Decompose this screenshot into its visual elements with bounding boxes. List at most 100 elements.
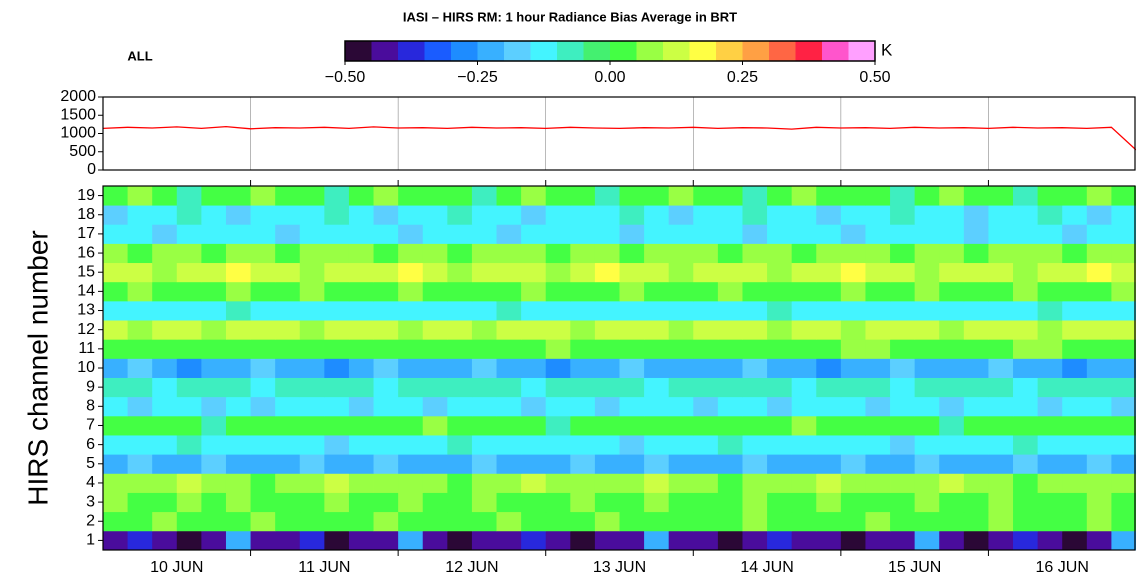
heatmap-cell (1062, 281, 1088, 302)
heatmap-cell (201, 262, 227, 283)
heatmap-cell (594, 377, 620, 398)
heatmap-cell (1086, 358, 1112, 378)
heatmap-cell (939, 320, 965, 340)
heatmap-cell (496, 435, 522, 455)
heatmap-cell (693, 205, 719, 225)
heatmap-cell (103, 300, 128, 321)
heatmap-cell (225, 415, 251, 436)
heatmap-cell (963, 320, 989, 340)
heatmap-cell (865, 262, 891, 283)
heatmap-cell (299, 396, 325, 417)
heatmap-cell (767, 473, 793, 493)
colorbar-box (504, 41, 531, 61)
heatmap-cell (1086, 454, 1112, 474)
y-tick-label: 1500 (60, 106, 96, 123)
heatmap-cell (865, 454, 891, 474)
heatmap-cell (225, 396, 251, 417)
heatmap-cell (201, 530, 227, 551)
heatmap-cell (275, 243, 301, 264)
heatmap-cell (963, 339, 989, 359)
heatmap-cell (963, 205, 989, 225)
heatmap-cell (496, 377, 522, 398)
heatmap-cell (865, 415, 891, 436)
heatmap-cell (570, 492, 596, 513)
heatmap-cell (791, 415, 817, 436)
heatmap-cell (693, 415, 719, 436)
heatmap-cell (152, 262, 178, 283)
heatmap-cell (988, 186, 1014, 206)
heatmap-cell (939, 281, 965, 302)
heatmap-cell (176, 339, 202, 359)
heatmap-cell (250, 243, 276, 264)
heatmap-cell (398, 530, 424, 551)
heatmap-cell (152, 511, 178, 532)
heatmap-cell (840, 435, 866, 455)
heatmap-cell (644, 186, 670, 206)
heatmap-cell (225, 358, 251, 378)
heatmap-cell (570, 435, 596, 455)
heatmap-cell (152, 339, 178, 359)
heatmap-cell (299, 224, 325, 244)
heatmap-cell (840, 396, 866, 417)
heatmap-cell (717, 358, 743, 378)
heatmap-cell (373, 435, 399, 455)
heatmap-cell (717, 205, 743, 225)
heatmap-cell (840, 415, 866, 436)
heatmap-cell (1111, 300, 1136, 321)
heatmap-cell (865, 205, 891, 225)
heatmap-cell (275, 281, 301, 302)
heatmap-cell (840, 186, 866, 206)
heatmap-cell (742, 205, 768, 225)
heatmap-cell (1062, 358, 1088, 378)
heatmap-cell (275, 435, 301, 455)
heatmap-cell (275, 358, 301, 378)
heatmap-cell (496, 415, 522, 436)
heatmap-cell (299, 358, 325, 378)
heatmap-cell (398, 415, 424, 436)
heatmap-cell (103, 415, 128, 436)
heatmap-cell (250, 300, 276, 321)
heatmap-cell (471, 435, 497, 455)
heatmap-cell (742, 262, 768, 283)
heatmap-cell (693, 186, 719, 206)
heatmap-cell (865, 358, 891, 378)
heatmap-cell (865, 339, 891, 359)
y-tick-label: 16 (77, 244, 95, 261)
heatmap-cell (914, 224, 940, 244)
heatmap-cell (1086, 435, 1112, 455)
heatmap-cell (939, 396, 965, 417)
heatmap-cell (1037, 281, 1063, 302)
heatmap-cell (644, 358, 670, 378)
heatmap-cell (717, 300, 743, 321)
heatmap-cell (1086, 473, 1112, 493)
heatmap-cell (373, 358, 399, 378)
heatmap-cell (373, 396, 399, 417)
heatmap-cell (127, 339, 153, 359)
heatmap-cell (496, 396, 522, 417)
heatmap-cell (717, 224, 743, 244)
heatmap-cell (1086, 415, 1112, 436)
heatmap-cell (791, 320, 817, 340)
colorbar-box (610, 41, 637, 61)
heatmap-cell (176, 320, 202, 340)
heatmap-cell (398, 262, 424, 283)
heatmap-cell (496, 473, 522, 493)
heatmap-cell (324, 473, 350, 493)
heatmap-cell (717, 435, 743, 455)
heatmap-cell (373, 377, 399, 398)
heatmap-cell (127, 205, 153, 225)
heatmap-cell (201, 186, 227, 206)
heatmap-cell (127, 224, 153, 244)
heatmap-cell (791, 492, 817, 513)
heatmap-cell (644, 415, 670, 436)
heatmap-cell (521, 243, 547, 264)
heatmap-cell (1062, 300, 1088, 321)
heatmap-cell (348, 243, 374, 264)
heatmap-cell (767, 358, 793, 378)
heatmap-cell (521, 454, 547, 474)
heatmap-cell (668, 492, 694, 513)
heatmap-cell (176, 530, 202, 551)
heatmap-cell (299, 435, 325, 455)
heatmap-cell (890, 454, 916, 474)
heatmap-cell (127, 454, 153, 474)
